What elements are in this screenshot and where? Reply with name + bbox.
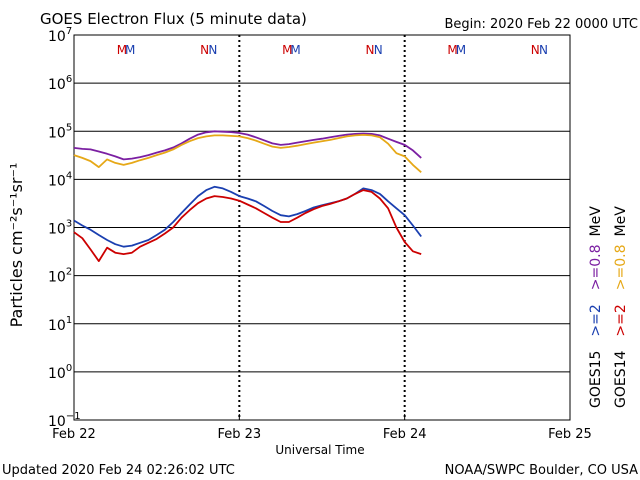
- day-boundary-lines: [238, 35, 406, 420]
- y-tick-exponent: 6: [66, 74, 72, 85]
- series-line: [73, 185, 422, 248]
- y-tick-exponent: −1: [66, 411, 81, 422]
- day-markers: MM N N MM N N MM N N: [117, 43, 548, 57]
- legend-unit: MeV: [588, 206, 604, 237]
- x-tick-label: Feb 22: [52, 427, 96, 442]
- x-tick-label: Feb 24: [383, 427, 427, 442]
- day-marker-label: M: [290, 43, 300, 57]
- y-tick-exponent: 5: [66, 122, 72, 133]
- day-marker-label: M: [125, 43, 135, 57]
- y-tick-base: 10: [48, 29, 66, 45]
- series-line: [73, 130, 422, 161]
- y-tick-exponent: 2: [66, 267, 72, 278]
- y-tick-label: 100: [48, 363, 72, 382]
- gridlines: [74, 82, 570, 373]
- legend: GOES15 >=2 >=0.8 MeV GOES14 >=2 >=0.8 MeV: [588, 206, 629, 408]
- y-tick-base: 10: [48, 173, 66, 189]
- y-tick-base: 10: [48, 318, 66, 334]
- legend-item-label: >=0.8: [613, 244, 629, 290]
- day-marker-label: N: [539, 43, 548, 57]
- y-tick-base: 10: [48, 270, 66, 286]
- y-tick-exponent: 3: [66, 219, 72, 230]
- day-marker-label: N: [200, 43, 209, 57]
- y-tick-base: 10: [48, 222, 66, 238]
- y-tick-label: 107: [48, 26, 72, 45]
- y-tick-label: 10−1: [48, 411, 81, 430]
- x-tick-label: Feb 25: [548, 427, 592, 442]
- y-tick-base: 10: [48, 366, 66, 382]
- legend-item-label: >=2: [613, 304, 629, 336]
- y-axis-label: Particles cm⁻²s⁻¹sr⁻¹: [7, 163, 26, 328]
- legend-heading: GOES14: [613, 350, 629, 408]
- y-tick-base: 10: [48, 125, 66, 141]
- y-tick-label: 104: [48, 170, 72, 189]
- chart-title: GOES Electron Flux (5 minute data): [40, 10, 307, 28]
- y-tick-label: 106: [48, 74, 72, 93]
- y-tick-label: 102: [48, 267, 72, 286]
- y-tick-label: 105: [48, 122, 72, 141]
- x-axis-label: Universal Time: [275, 443, 364, 457]
- series-layer: [73, 130, 422, 263]
- y-tick-base: 10: [48, 414, 66, 430]
- day-marker-label: M: [447, 43, 457, 57]
- legend-group: GOES14 >=2 >=0.8 MeV: [613, 206, 629, 408]
- day-marker-label: N: [208, 43, 217, 57]
- day-marker-label: N: [374, 43, 383, 57]
- series-line: [73, 133, 422, 173]
- y-tick-exponent: 7: [66, 26, 72, 37]
- legend-unit: MeV: [613, 206, 629, 237]
- series-line: [73, 189, 422, 263]
- legend-heading: GOES15: [588, 351, 604, 408]
- y-tick-exponent: 4: [66, 170, 72, 181]
- credit-label: NOAA/SWPC Boulder, CO USA: [445, 463, 638, 478]
- legend-group: GOES15 >=2 >=0.8 MeV: [588, 206, 604, 408]
- y-tick-label: 101: [48, 315, 72, 334]
- x-axis-ticks: Feb 22 Feb 23 Feb 24 Feb 25: [52, 414, 592, 442]
- y-tick-base: 10: [48, 77, 66, 93]
- day-marker-label: N: [531, 43, 540, 57]
- day-marker-label: M: [282, 43, 292, 57]
- x-tick-label: Feb 23: [217, 427, 261, 442]
- y-tick-exponent: 1: [66, 315, 72, 326]
- day-marker-label: N: [365, 43, 374, 57]
- y-tick-exponent: 0: [66, 363, 72, 374]
- updated-label: Updated 2020 Feb 24 02:26:02 UTC: [2, 463, 235, 478]
- day-marker-label: M: [456, 43, 466, 57]
- legend-item-label: >=0.8: [588, 244, 604, 290]
- day-marker-label: M: [117, 43, 127, 57]
- legend-item-label: >=2: [588, 304, 604, 336]
- begin-label: Begin: 2020 Feb 22 0000 UTC: [444, 17, 638, 32]
- y-tick-label: 103: [48, 219, 72, 238]
